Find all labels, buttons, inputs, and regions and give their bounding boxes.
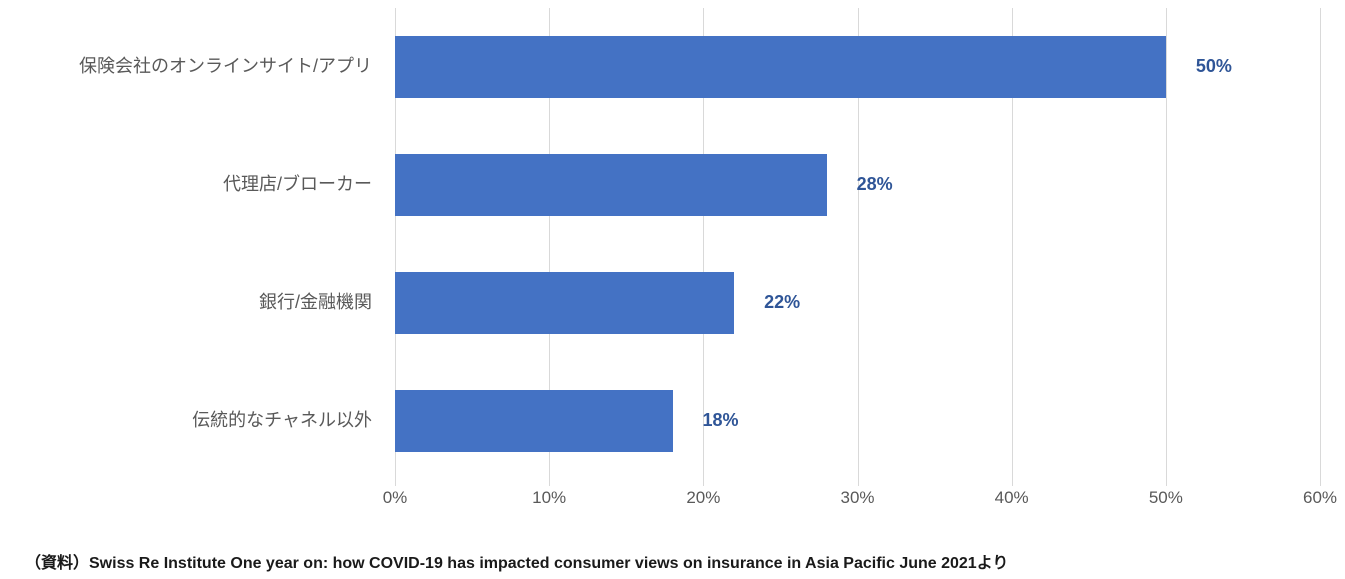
gridline [857, 8, 859, 480]
gridline [1165, 8, 1167, 480]
x-axis-tick-mark [1320, 480, 1321, 486]
x-axis-tick-mark [549, 480, 551, 486]
gridline [703, 8, 705, 480]
x-tick-label: 50% [1148, 488, 1183, 507]
x-axis-tick-mark [703, 480, 705, 486]
x-tick-label: 60% [1302, 488, 1338, 507]
value-label: 22% [764, 292, 801, 312]
gridline [549, 8, 551, 480]
bar [395, 154, 827, 216]
category-label: 伝統的なチャネル以外 [192, 410, 372, 430]
x-tick-label: 30% [840, 488, 875, 507]
source-note: （資料）Swiss Re Institute One year on: how … [25, 555, 1009, 572]
plot-area: 50% 28% 22% 18% [395, 8, 1321, 486]
bar [395, 390, 673, 452]
gridline [1011, 8, 1013, 480]
x-axis-tick-mark [1165, 480, 1167, 486]
value-label: 28% [856, 174, 893, 194]
gridline [1320, 8, 1321, 480]
gridline [395, 8, 396, 480]
x-tick-label: 10% [532, 488, 567, 507]
x-axis-tick-mark [1011, 480, 1013, 486]
category-label: 保険会社のオンラインサイト/アプリ [79, 56, 372, 76]
category-label: 代理店/ブローカー [222, 174, 372, 194]
x-tick-label: 40% [994, 488, 1029, 507]
x-tick-label: 0% [382, 488, 408, 507]
x-axis-tick-mark [857, 480, 859, 486]
x-axis-tick-mark [395, 480, 396, 486]
category-label: 銀行/金融機関 [258, 292, 372, 312]
x-tick-label: 20% [686, 488, 721, 507]
bar [395, 272, 735, 334]
value-label: 18% [702, 410, 739, 430]
bar [395, 36, 1166, 98]
value-label: 50% [1195, 56, 1232, 76]
